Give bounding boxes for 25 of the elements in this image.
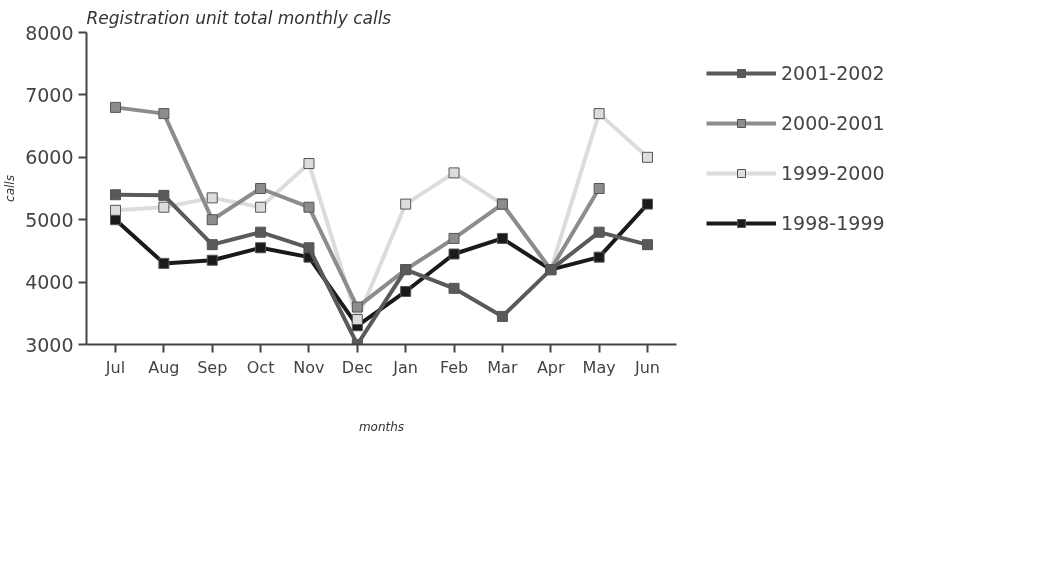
legend-label: 1999-2000 <box>781 162 885 184</box>
legend-label: 2000-2001 <box>781 112 885 134</box>
x-tick-label: Jun <box>633 357 660 377</box>
y-tick-label: 6000 <box>25 146 74 169</box>
x-tick-label: Mar <box>487 357 518 377</box>
y-tick-label: 4000 <box>25 271 74 294</box>
y-tick-label: 8000 <box>25 21 74 44</box>
y-axis-title: calls <box>3 175 18 202</box>
x-tick-label: Aug <box>148 357 180 377</box>
x-tick-label: Jul <box>104 357 126 377</box>
x-tick-label: Feb <box>439 357 469 377</box>
legend-label: 2001-2002 <box>781 62 885 84</box>
x-tick-label: Oct <box>246 357 275 377</box>
legend-label: 1998-1999 <box>781 212 885 234</box>
x-axis-title: months <box>358 419 405 434</box>
x-tick-label: Dec <box>341 357 373 377</box>
y-tick-label: 5000 <box>25 208 74 231</box>
x-tick-label: May <box>582 357 616 377</box>
x-tick-label: Nov <box>293 357 325 377</box>
chart-title: Registration unit total monthly calls <box>86 7 392 28</box>
x-tick-label: Sep <box>197 357 228 377</box>
x-tick-label: Apr <box>536 357 566 377</box>
y-tick-label: 7000 <box>25 83 74 106</box>
x-tick-label: Jan <box>392 357 419 377</box>
y-tick-label: 3000 <box>25 333 74 356</box>
